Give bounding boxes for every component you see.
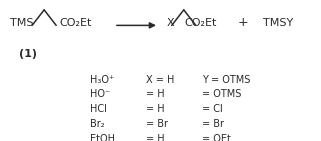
Text: X: X xyxy=(167,18,175,27)
Text: = Cl: = Cl xyxy=(202,104,223,114)
Text: Br₂: Br₂ xyxy=(90,119,105,129)
Text: TMSY: TMSY xyxy=(263,18,293,27)
Text: CO₂Et: CO₂Et xyxy=(59,18,92,27)
Text: = Br: = Br xyxy=(146,119,168,129)
Text: HO⁻: HO⁻ xyxy=(90,90,110,99)
Text: H₃O⁺: H₃O⁺ xyxy=(90,75,114,85)
Text: HCl: HCl xyxy=(90,104,107,114)
Text: EtOH: EtOH xyxy=(90,134,115,141)
Text: = OEt: = OEt xyxy=(202,134,231,141)
Text: = OTMS: = OTMS xyxy=(202,90,242,99)
Text: CO₂Et: CO₂Et xyxy=(185,18,217,27)
Text: +: + xyxy=(238,16,248,29)
Text: Y = OTMS: Y = OTMS xyxy=(202,75,251,85)
Text: (1): (1) xyxy=(19,49,37,59)
Text: = H: = H xyxy=(146,90,165,99)
Text: = H: = H xyxy=(146,104,165,114)
Text: X = H: X = H xyxy=(146,75,174,85)
Text: TMS: TMS xyxy=(10,18,33,27)
Text: = H: = H xyxy=(146,134,165,141)
Text: = Br: = Br xyxy=(202,119,224,129)
